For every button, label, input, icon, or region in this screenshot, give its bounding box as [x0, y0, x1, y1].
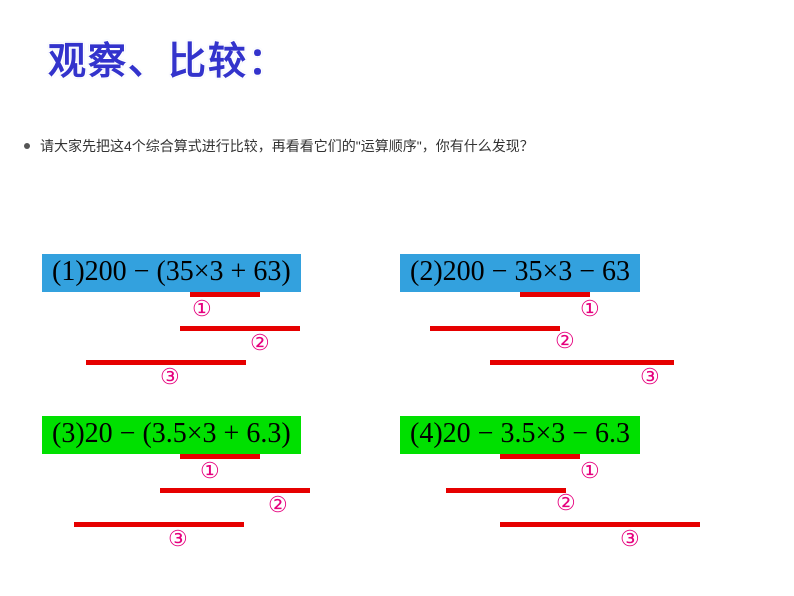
equation-box-4: (4)20 − 3.5×3 − 6.3: [400, 416, 640, 454]
step-label-1-3: ③: [160, 364, 180, 390]
underline-2-2: [430, 326, 560, 331]
step-label-3-2: ②: [268, 492, 288, 518]
step-label-1-1: ①: [192, 296, 212, 322]
underline-3-1: [180, 454, 260, 459]
underline-4-1: [500, 454, 580, 459]
instruction-text: 请大家先把这4个综合算式进行比较，再看看它们的"运算顺序"，你有什么发现？: [40, 136, 534, 156]
underline-4-2: [446, 488, 566, 493]
equation-box-2: (2)200 − 35×3 − 63: [400, 254, 640, 292]
equation-box-3: (3)20 − (3.5×3 + 6.3): [42, 416, 301, 454]
bullet-dot-icon: [24, 143, 30, 149]
underline-4-3: [500, 522, 700, 527]
step-label-3-3: ③: [168, 526, 188, 552]
step-label-4-3: ③: [620, 526, 640, 552]
step-label-3-1: ①: [200, 458, 220, 484]
step-label-2-3: ③: [640, 364, 660, 390]
underline-1-2: [180, 326, 300, 331]
equation-box-1: (1)200 − (35×3 + 63): [42, 254, 301, 292]
underline-3-3: [74, 522, 244, 527]
step-label-1-2: ②: [250, 330, 270, 356]
step-label-2-2: ②: [555, 328, 575, 354]
step-label-2-1: ①: [580, 296, 600, 322]
slide-title: 观察、比较：: [48, 30, 288, 85]
step-label-4-1: ①: [580, 458, 600, 484]
instruction-row: 请大家先把这4个综合算式进行比较，再看看它们的"运算顺序"，你有什么发现？: [24, 136, 534, 156]
step-label-4-2: ②: [556, 490, 576, 516]
